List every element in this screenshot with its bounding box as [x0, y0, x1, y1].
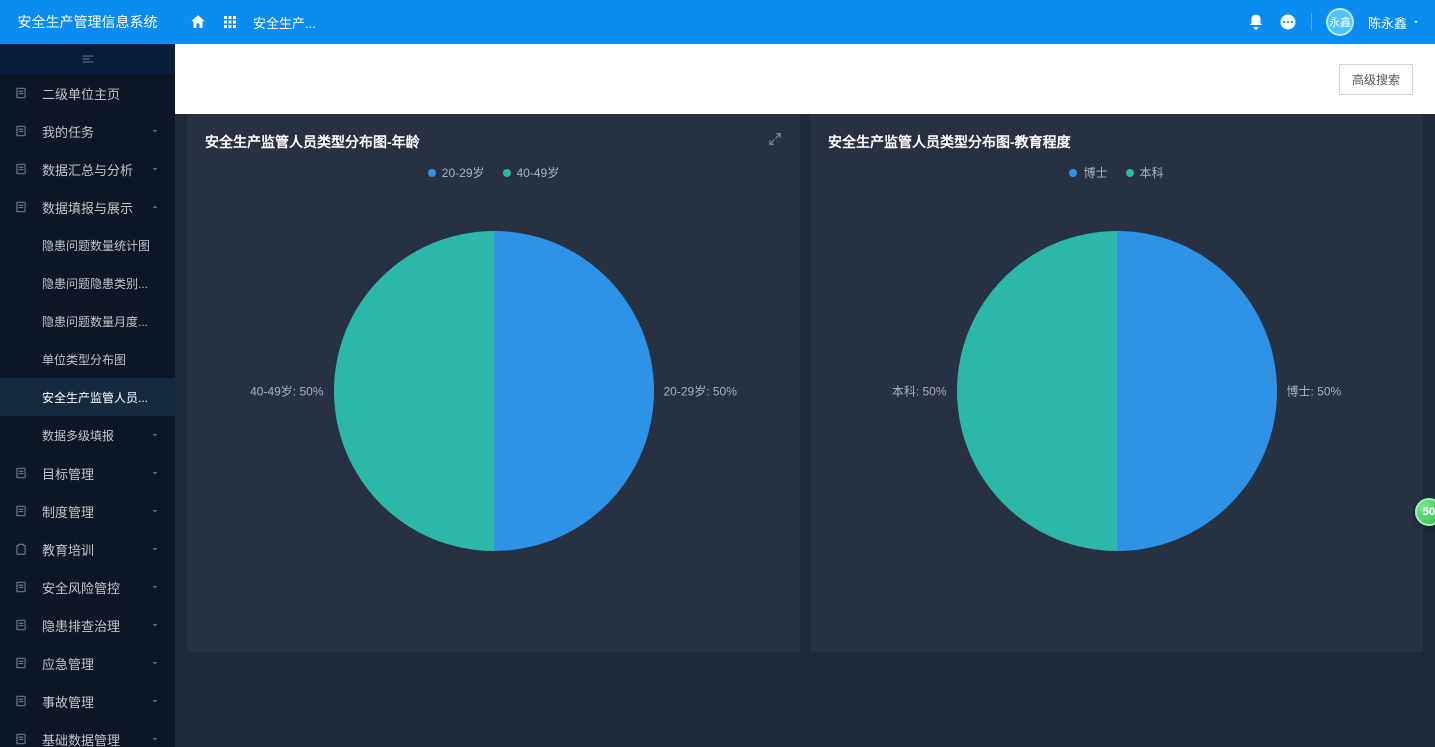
sidebar-item[interactable]: 安全风险管控 — [0, 568, 175, 606]
legend-item[interactable]: 博士 — [1069, 164, 1107, 181]
sidebar-item[interactable]: 数据填报与展示 — [0, 188, 175, 226]
pie-slice[interactable] — [1117, 231, 1277, 551]
sidebar-subitem[interactable]: 隐患问题隐患类别... — [0, 264, 175, 302]
sidebar-item-label: 隐患问题隐患类别... — [42, 275, 161, 292]
sidebar-collapse-toggle[interactable] — [0, 44, 175, 74]
sidebar-item-label: 二级单位主页 — [42, 84, 161, 103]
main: 安全生产... 永鑫 陈永鑫 高级搜索 — [175, 0, 1435, 747]
more-icon[interactable] — [1279, 13, 1297, 31]
expand-icon — [768, 132, 782, 146]
legend-label: 20-29岁 — [442, 164, 485, 181]
sidebar-item-label: 目标管理 — [42, 464, 149, 483]
brand-title: 安全生产管理信息系统 — [0, 0, 175, 44]
sidebar-item[interactable]: 基础数据管理 — [0, 720, 175, 747]
sidebar-item-label: 数据填报与展示 — [42, 198, 149, 217]
toolbar: 高级搜索 — [175, 44, 1435, 114]
sidebar-subitem[interactable]: 隐患问题数量月度... — [0, 302, 175, 340]
pie-slice[interactable] — [494, 231, 654, 551]
topbar: 安全生产... 永鑫 陈永鑫 — [175, 0, 1435, 44]
sidebar-item[interactable]: 事故管理 — [0, 682, 175, 720]
user-menu[interactable]: 陈永鑫 — [1368, 13, 1421, 32]
panel-title: 安全生产监管人员类型分布图-教育程度 — [828, 132, 1405, 152]
legend-dot — [503, 169, 511, 177]
sidebar-item-label: 隐患问题数量统计图 — [42, 237, 161, 254]
collapse-icon — [81, 52, 95, 66]
sidebar-item-label: 应急管理 — [42, 654, 149, 673]
sidebar-item-label: 制度管理 — [42, 502, 149, 521]
legend: 博士 本科 — [828, 164, 1405, 181]
legend: 20-29岁 40-49岁 — [205, 164, 782, 181]
sidebar-item-label: 安全风险管控 — [42, 578, 149, 597]
expand-button[interactable] — [768, 132, 782, 149]
sidebar-subitem[interactable]: 数据多级填报 — [0, 416, 175, 454]
sidebar-nav: 二级单位主页我的任务数据汇总与分析数据填报与展示隐患问题数量统计图隐患问题隐患类… — [0, 74, 175, 747]
slice-label: 博士: 50% — [1287, 383, 1342, 400]
panel-title: 安全生产监管人员类型分布图-年龄 — [205, 132, 782, 152]
legend-dot — [1069, 169, 1077, 177]
content: 安全生产监管人员类型分布图-年龄 20-29岁 40-49岁 20-29岁: 50… — [175, 114, 1435, 747]
float-badge[interactable]: 50 — [1415, 498, 1435, 526]
sidebar-item[interactable]: 目标管理 — [0, 454, 175, 492]
bell-icon[interactable] — [1247, 13, 1265, 31]
sidebar-item-label: 隐患排查治理 — [42, 616, 149, 635]
legend-label: 本科 — [1140, 164, 1164, 181]
legend-item[interactable]: 20-29岁 — [428, 164, 485, 181]
username: 陈永鑫 — [1368, 13, 1407, 32]
apps-icon[interactable] — [221, 13, 239, 31]
topbar-title: 安全生产... — [253, 13, 316, 32]
sidebar-subitem[interactable]: 隐患问题数量统计图 — [0, 226, 175, 264]
sidebar-item[interactable]: 二级单位主页 — [0, 74, 175, 112]
pie-chart-edu: 博士: 50% 本科: 50% — [828, 191, 1405, 591]
advanced-search-button[interactable]: 高级搜索 — [1339, 64, 1413, 95]
sidebar: 安全生产管理信息系统 二级单位主页我的任务数据汇总与分析数据填报与展示隐患问题数… — [0, 0, 175, 747]
legend-dot — [1126, 169, 1134, 177]
sidebar-item[interactable]: 制度管理 — [0, 492, 175, 530]
sidebar-item-label: 单位类型分布图 — [42, 351, 161, 368]
slice-label: 20-29岁: 50% — [664, 383, 737, 400]
pie-chart-age: 20-29岁: 50% 40-49岁: 50% — [205, 191, 782, 591]
sidebar-item-label: 事故管理 — [42, 692, 149, 711]
sidebar-item-label: 安全生产监管人员... — [42, 389, 161, 406]
legend-dot — [428, 169, 436, 177]
home-icon[interactable] — [189, 13, 207, 31]
topbar-separator — [1311, 13, 1312, 31]
sidebar-item[interactable]: 我的任务 — [0, 112, 175, 150]
sidebar-item-label: 基础数据管理 — [42, 730, 149, 747]
sidebar-item[interactable]: 隐患排查治理 — [0, 606, 175, 644]
panel-age-distribution: 安全生产监管人员类型分布图-年龄 20-29岁 40-49岁 20-29岁: 50… — [187, 114, 800, 652]
avatar[interactable]: 永鑫 — [1326, 8, 1354, 36]
legend-item[interactable]: 40-49岁 — [503, 164, 560, 181]
chevron-down-icon — [1411, 17, 1421, 27]
legend-label: 40-49岁 — [517, 164, 560, 181]
sidebar-subitem[interactable]: 单位类型分布图 — [0, 340, 175, 378]
sidebar-item-label: 隐患问题数量月度... — [42, 313, 161, 330]
sidebar-subitem[interactable]: 安全生产监管人员... — [0, 378, 175, 416]
slice-label: 40-49岁: 50% — [250, 383, 323, 400]
sidebar-item[interactable]: 教育培训 — [0, 530, 175, 568]
slice-label: 本科: 50% — [892, 383, 947, 400]
panel-edu-distribution: 安全生产监管人员类型分布图-教育程度 博士 本科 博士: 50% 本科: 50% — [810, 114, 1423, 652]
sidebar-item-label: 数据汇总与分析 — [42, 160, 149, 179]
sidebar-item-label: 我的任务 — [42, 122, 149, 141]
sidebar-item[interactable]: 应急管理 — [0, 644, 175, 682]
sidebar-item[interactable]: 数据汇总与分析 — [0, 150, 175, 188]
pie-slice[interactable] — [957, 231, 1117, 551]
legend-item[interactable]: 本科 — [1126, 164, 1164, 181]
legend-label: 博士 — [1083, 164, 1107, 181]
pie-slice[interactable] — [334, 231, 494, 551]
sidebar-item-label: 数据多级填报 — [42, 427, 149, 444]
sidebar-item-label: 教育培训 — [42, 540, 149, 559]
